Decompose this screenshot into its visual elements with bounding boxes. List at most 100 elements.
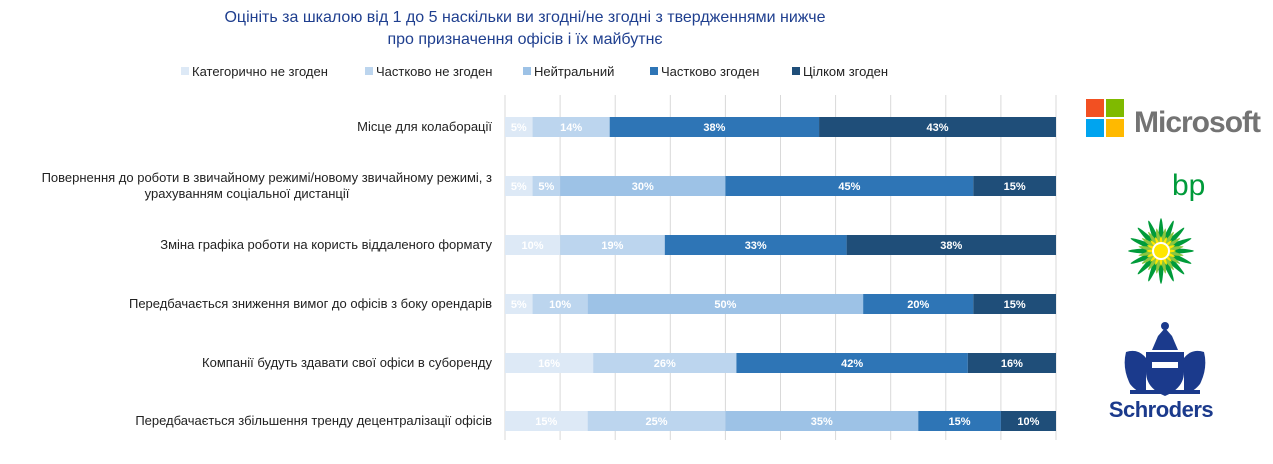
chart-title-line: про призначення офісів і їх майбутнє [387, 31, 662, 48]
legend-swatch [523, 67, 531, 75]
microsoft-logo: Microsoft [1086, 99, 1262, 139]
bar-value-label: 33% [745, 240, 767, 252]
legend-label: Частково згоден [661, 64, 759, 79]
legend-label: Нейтральний [534, 64, 614, 79]
bar-value-label: 30% [632, 181, 654, 193]
bar-value-label: 10% [1017, 416, 1039, 428]
bar-value-label: 19% [601, 240, 623, 252]
legend: Категорично не згоден Частково не згоден Н… [181, 64, 888, 79]
bar-segment [505, 353, 594, 373]
legend-swatch [181, 67, 189, 75]
bar-segment [587, 294, 864, 314]
microsoft-logo-square-red [1086, 99, 1104, 117]
microsoft-logo-square-blue [1086, 119, 1104, 137]
bar-value-label: 16% [1001, 358, 1023, 370]
microsoft-logo-square-green [1106, 99, 1124, 117]
grid [504, 95, 1057, 440]
bar-segment [505, 411, 588, 431]
bar-segment [819, 117, 1056, 137]
bar-value-label: 35% [811, 416, 833, 428]
bar-segment [505, 294, 533, 314]
bar-segment [863, 294, 974, 314]
bar-value-label: 42% [841, 358, 863, 370]
legend-item: Нейтральний [523, 64, 614, 79]
bar-segment [560, 176, 726, 196]
legend-item: Цілком згоден [792, 64, 888, 79]
bar-segment [846, 235, 1056, 255]
bar-value-label: 5% [511, 181, 527, 193]
bp-logo: bp [1128, 169, 1205, 284]
bar-value-label: 5% [511, 122, 527, 134]
bp-helios-icon [1128, 218, 1194, 284]
bar-segment [587, 411, 726, 431]
bar-value-label: 38% [940, 240, 962, 252]
microsoft-logo-square-yellow [1106, 119, 1124, 137]
bar-segment [973, 176, 1056, 196]
bar-value-label: 20% [907, 299, 929, 311]
bar-value-label: 15% [1004, 181, 1026, 193]
category-label: урахуванням соціальної дистанції [145, 186, 350, 201]
bar-value-label: 5% [538, 181, 554, 193]
bp-sun-core [1154, 244, 1168, 258]
legend-label: Категорично не згоден [192, 64, 328, 79]
schroders-logo: Schroders [1109, 322, 1214, 422]
bar-segment [725, 176, 974, 196]
category-label: Зміна графіка роботи на користь віддален… [160, 237, 492, 252]
bar-segment [725, 411, 919, 431]
bar-segment [593, 353, 737, 373]
microsoft-logo-text: Microsoft [1134, 106, 1261, 139]
bar-value-label: 5% [511, 299, 527, 311]
bar-row: 10% 19% 33% 38% [505, 235, 1056, 255]
bar-segment [560, 235, 665, 255]
bar-segment [736, 353, 968, 373]
legend-item: Частково згоден [650, 64, 759, 79]
bar-value-label: 15% [949, 416, 971, 428]
bar-segment [973, 294, 1056, 314]
bar-value-label: 14% [560, 122, 582, 134]
bar-segment [918, 411, 1001, 431]
bar-segment [1000, 411, 1056, 431]
legend-label: Частково не згоден [376, 64, 492, 79]
bar-row: 15% 25% 35% 15% 10% [505, 411, 1056, 431]
category-labels: Місце для колаборації Повернення до робот… [42, 119, 493, 428]
legend-swatch [650, 67, 658, 75]
bar-value-label: 15% [535, 416, 557, 428]
legend-swatch [792, 67, 800, 75]
bp-logo-text: bp [1172, 169, 1205, 202]
category-label: Передбачається зниження вимог до офісів … [129, 296, 492, 311]
schroders-logo-text: Schroders [1109, 397, 1214, 422]
category-label: Компанії будуть здавати свої офіси в суб… [202, 355, 492, 370]
bar-value-label: 45% [838, 181, 860, 193]
chart-title-line: Оцініть за шкалою від 1 до 5 наскільки в… [224, 9, 825, 26]
bar-segment [532, 294, 588, 314]
bar-segment [505, 117, 533, 137]
category-label: Повернення до роботи в звичайному режимі… [42, 170, 492, 185]
bar-row: 5% 10% 50% 20% 15% [505, 294, 1056, 314]
bar-segment [967, 353, 1056, 373]
bar-value-label: 26% [654, 358, 676, 370]
bar-value-label: 50% [714, 299, 736, 311]
bar-segment [532, 117, 610, 137]
chart-title: Оцініть за шкалою від 1 до 5 наскільки в… [224, 9, 825, 48]
bar-value-label: 10% [522, 240, 544, 252]
legend-item: Категорично не згоден [181, 64, 328, 79]
bar-value-label: 43% [927, 122, 949, 134]
category-label: Місце для колаборації [357, 119, 492, 134]
schroders-crest-icon [1124, 322, 1206, 396]
bar-value-label: 25% [646, 416, 668, 428]
bar-value-label: 38% [703, 122, 725, 134]
bar-segment [532, 176, 561, 196]
bar-segment [664, 235, 847, 255]
bar-value-label: 15% [1004, 299, 1026, 311]
bar-row: 16% 26% 42% 16% [505, 353, 1056, 373]
bars: 5% 14% 38% 43% 5% 5% 30% 45% 15% 10% 19% 33% 38% 5% 10… [505, 117, 1056, 431]
legend-label: Цілком згоден [803, 64, 888, 79]
bar-segment [505, 176, 533, 196]
bar-segment [609, 117, 820, 137]
bar-segment [505, 235, 561, 255]
legend-item: Частково не згоден [365, 64, 492, 79]
bar-row: 5% 14% 38% 43% [505, 117, 1056, 137]
bar-value-label: 16% [538, 358, 560, 370]
bar-row: 5% 5% 30% 45% 15% [505, 176, 1056, 196]
